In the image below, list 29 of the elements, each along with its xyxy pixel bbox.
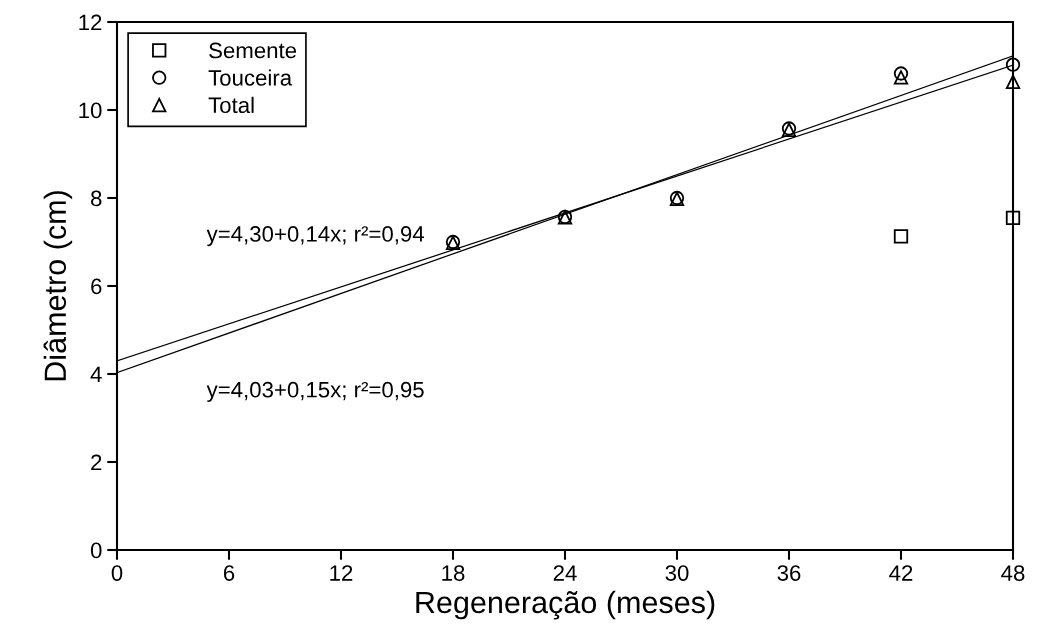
x-tick-label: 6 <box>223 565 235 581</box>
point <box>893 66 909 81</box>
legend-label: Total <box>208 96 254 114</box>
point <box>893 70 909 85</box>
x-tick-label: 36 <box>777 565 801 581</box>
x-tick-label: 0 <box>111 565 123 581</box>
legend-label: Semente <box>209 42 297 59</box>
point <box>1005 57 1021 72</box>
x-tick-label: 24 <box>553 565 577 581</box>
legend-label: Touceira <box>208 69 293 86</box>
y-tick-label: 4 <box>90 366 102 383</box>
annotation: y=4,03+0,15x; r²=0,95 <box>206 381 424 402</box>
y-tick-label: 0 <box>90 542 102 559</box>
annotation: y=4,30+0,14x; r²=0,94 <box>206 226 424 247</box>
y-tick-label: 10 <box>79 102 102 119</box>
y-tick-label: 2 <box>91 454 102 471</box>
y-tick-label: 8 <box>91 190 102 207</box>
x-axis-title: Regeneração (meses) <box>416 590 715 620</box>
y-tick-label: 6 <box>91 278 102 295</box>
x-tick-label: 30 <box>665 565 689 581</box>
point <box>1005 210 1021 225</box>
y-axis-title: Diâmetro (cm) <box>43 191 73 381</box>
y-tick-label: 12 <box>79 14 102 31</box>
x-tick-label: 18 <box>442 565 465 581</box>
x-tick-label: 12 <box>330 565 353 581</box>
x-tick-label: 48 <box>1001 565 1025 581</box>
point <box>893 229 909 244</box>
point <box>1005 74 1021 89</box>
x-tick-label: 42 <box>889 565 913 581</box>
